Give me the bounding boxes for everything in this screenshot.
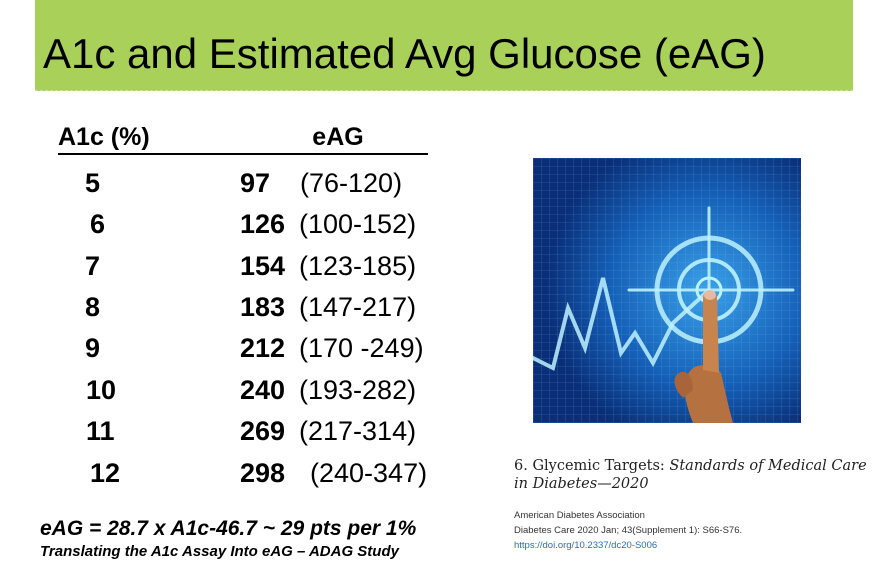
a1c-value: 9 — [85, 333, 101, 363]
title-bar: A1c and Estimated Avg Glucose (eAG) — [35, 0, 853, 91]
slide-title: A1c and Estimated Avg Glucose (eAG) — [43, 30, 766, 77]
eag-value: 212 — [240, 333, 286, 363]
eag-value: 298 — [240, 458, 286, 488]
a1c-value: 6 — [90, 209, 106, 239]
a1c-value: 11 — [86, 416, 115, 446]
eag-range: (76-120) — [300, 168, 403, 198]
a1c-value: 5 — [85, 168, 101, 198]
a1c-value: 12 — [90, 458, 121, 488]
reference-org: American Diabetes Association — [514, 510, 645, 521]
eag-value: 240 — [240, 375, 286, 405]
reference-title-italic: Standards of Medical Care in Diabetes—20… — [514, 458, 867, 492]
eag-value: 126 — [240, 209, 286, 239]
eag-range: (123-185) — [299, 251, 417, 281]
eag-range: (147-217) — [299, 292, 417, 322]
a1c-value: 7 — [85, 251, 101, 281]
eag-value: 154 — [240, 251, 286, 281]
eag-range: (217-314) — [299, 416, 417, 446]
eag-range: (193-282) — [299, 375, 417, 405]
eag-column-header: eAG — [228, 123, 428, 155]
eag-value: 183 — [240, 292, 286, 322]
eag-value: 269 — [240, 416, 286, 446]
a1c-value: 8 — [85, 292, 101, 322]
reference-title-regular: 6. Glycemic Targets: — [514, 458, 670, 474]
reference-title: 6. Glycemic Targets: Standards of Medica… — [514, 457, 884, 493]
eag-range: (170 -249) — [299, 333, 424, 363]
eag-range: (100-152) — [299, 209, 417, 239]
eag-formula: eAG = 28.7 x A1c-46.7 ~ 29 pts per 1% — [40, 517, 417, 540]
reference-citation: Diabetes Care 2020 Jan; 43(Supplement 1)… — [514, 525, 743, 536]
a1c-value: 10 — [86, 375, 117, 405]
reference-doi-link[interactable]: https://doi.org/10.2337/dc20-S006 — [514, 540, 658, 551]
study-citation: Translating the A1c Assay Into eAG – ADA… — [40, 543, 399, 560]
eag-value: 97 — [240, 168, 271, 198]
glycemic-target-image — [533, 158, 801, 423]
eag-range: (240-347) — [310, 458, 428, 488]
target-touch-illustration — [533, 158, 801, 423]
a1c-column-header: A1c (%) — [58, 123, 228, 155]
